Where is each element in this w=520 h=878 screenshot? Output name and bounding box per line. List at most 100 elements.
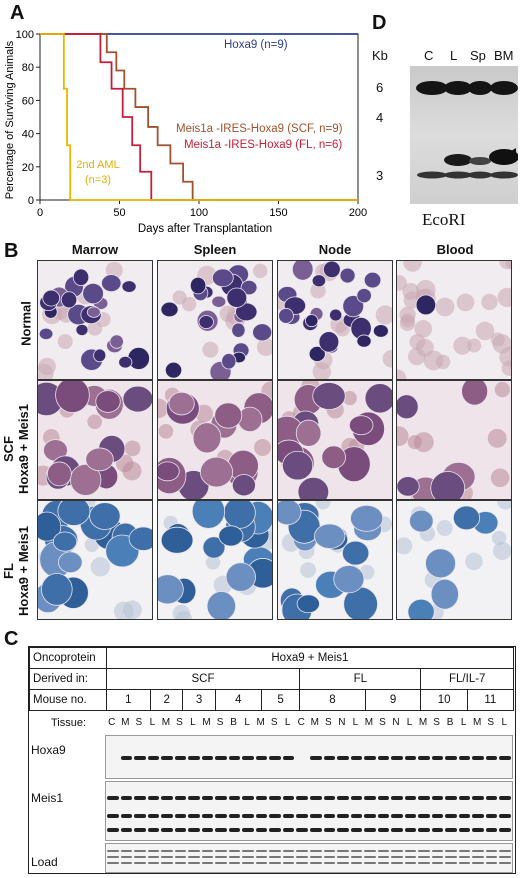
blot-band	[445, 756, 457, 760]
blot-band	[404, 756, 417, 760]
load-band	[431, 856, 444, 858]
column-head-spleen: Spleen	[193, 242, 237, 257]
y-tick-label: 80	[22, 62, 34, 74]
blot-band	[310, 796, 322, 800]
blot-band	[458, 814, 471, 818]
load-blot	[105, 843, 513, 873]
mouse-4: 4	[214, 689, 262, 711]
band-6kb-bm	[490, 81, 518, 95]
tissue-lane-label: L	[284, 717, 291, 728]
blot-band	[350, 814, 363, 818]
blot-band	[404, 828, 417, 832]
micrograph-normal-node	[277, 260, 393, 380]
load-band	[337, 850, 349, 852]
blot-band	[431, 756, 444, 760]
load-band	[499, 850, 511, 852]
load-band	[174, 862, 187, 864]
blot-band	[269, 828, 281, 832]
load-band	[391, 856, 403, 858]
x-tick-label: 50	[113, 207, 125, 219]
blot-band	[418, 828, 430, 832]
blot-band	[391, 814, 403, 818]
blot-band	[445, 828, 457, 832]
load-band	[215, 850, 227, 852]
oncoprotein-value: Hoxa9 + Meis1	[105, 647, 515, 669]
micrograph-normal-marrow	[37, 260, 153, 380]
blot-band	[134, 814, 146, 818]
load-band	[445, 862, 457, 864]
load-band	[418, 856, 430, 858]
blot-label-load: Load	[31, 855, 58, 869]
tissue-lane-label: M	[256, 717, 265, 728]
load-band	[377, 850, 390, 852]
blot-band	[485, 814, 498, 818]
lane-label-bm: BM	[494, 48, 514, 63]
blot-band	[472, 814, 484, 818]
blot-band	[431, 796, 444, 800]
series-fl-line	[40, 33, 358, 201]
blot-band	[215, 796, 227, 800]
tissue-label: Tissue:	[51, 717, 87, 729]
blot-band	[499, 828, 511, 832]
tissue-lane-label: M	[121, 717, 130, 728]
blot-band	[296, 828, 308, 832]
load-band	[134, 862, 146, 864]
micrograph-fl-blood	[396, 500, 512, 620]
load-band	[107, 850, 119, 852]
load-band	[242, 850, 254, 852]
load-band	[391, 862, 403, 864]
blot-band	[242, 814, 254, 818]
blot-band	[404, 796, 417, 800]
load-band	[269, 862, 281, 864]
blot-band	[458, 756, 471, 760]
blot-band	[337, 814, 349, 818]
y-tick-label: 40	[22, 129, 34, 141]
load-band	[296, 862, 308, 864]
load-band	[310, 862, 322, 864]
tissue-lane-label: C	[108, 717, 116, 728]
tissue-lane-label: S	[487, 717, 495, 728]
load-band	[458, 856, 471, 858]
blot-band	[364, 828, 376, 832]
micrograph-normal-blood	[396, 260, 512, 380]
kb-label: Kb	[372, 48, 388, 63]
band-provirus-sp	[469, 157, 491, 165]
blot-band	[161, 796, 173, 800]
blot-band	[391, 756, 403, 760]
load-band	[201, 862, 214, 864]
blot-band	[174, 814, 187, 818]
blot-band	[418, 814, 430, 818]
mouse-2: 2	[149, 689, 184, 711]
load-band	[418, 850, 430, 852]
blot-label-meis1: Meis1	[31, 791, 64, 805]
panel-letter-a: A	[10, 2, 25, 24]
blot-band	[431, 828, 444, 832]
load-band	[282, 862, 295, 864]
blot-band	[120, 814, 133, 818]
blot-label-hoxa9: Hoxa9	[31, 743, 66, 757]
blot-band	[485, 828, 498, 832]
blot-band	[391, 828, 403, 832]
load-band	[431, 862, 444, 864]
tissue-lane-label: L	[460, 717, 467, 728]
load-band	[215, 862, 227, 864]
load-band	[188, 856, 200, 858]
blot-band	[350, 756, 363, 760]
load-band	[445, 850, 457, 852]
blot-band	[147, 796, 160, 800]
load-band	[242, 856, 254, 858]
load-band	[323, 856, 336, 858]
load-band	[282, 850, 295, 852]
blot-band	[269, 796, 281, 800]
mouse-9: 9	[364, 689, 422, 711]
load-band	[472, 862, 484, 864]
y-tick-label: 60	[22, 95, 34, 107]
load-band	[485, 856, 498, 858]
y-tick-label: 0	[28, 195, 34, 207]
blot-band	[337, 828, 349, 832]
blot-band	[310, 756, 322, 760]
load-band	[107, 862, 119, 864]
load-band	[323, 850, 336, 852]
y-tick-label: 100	[16, 29, 34, 41]
blot-band	[499, 814, 511, 818]
